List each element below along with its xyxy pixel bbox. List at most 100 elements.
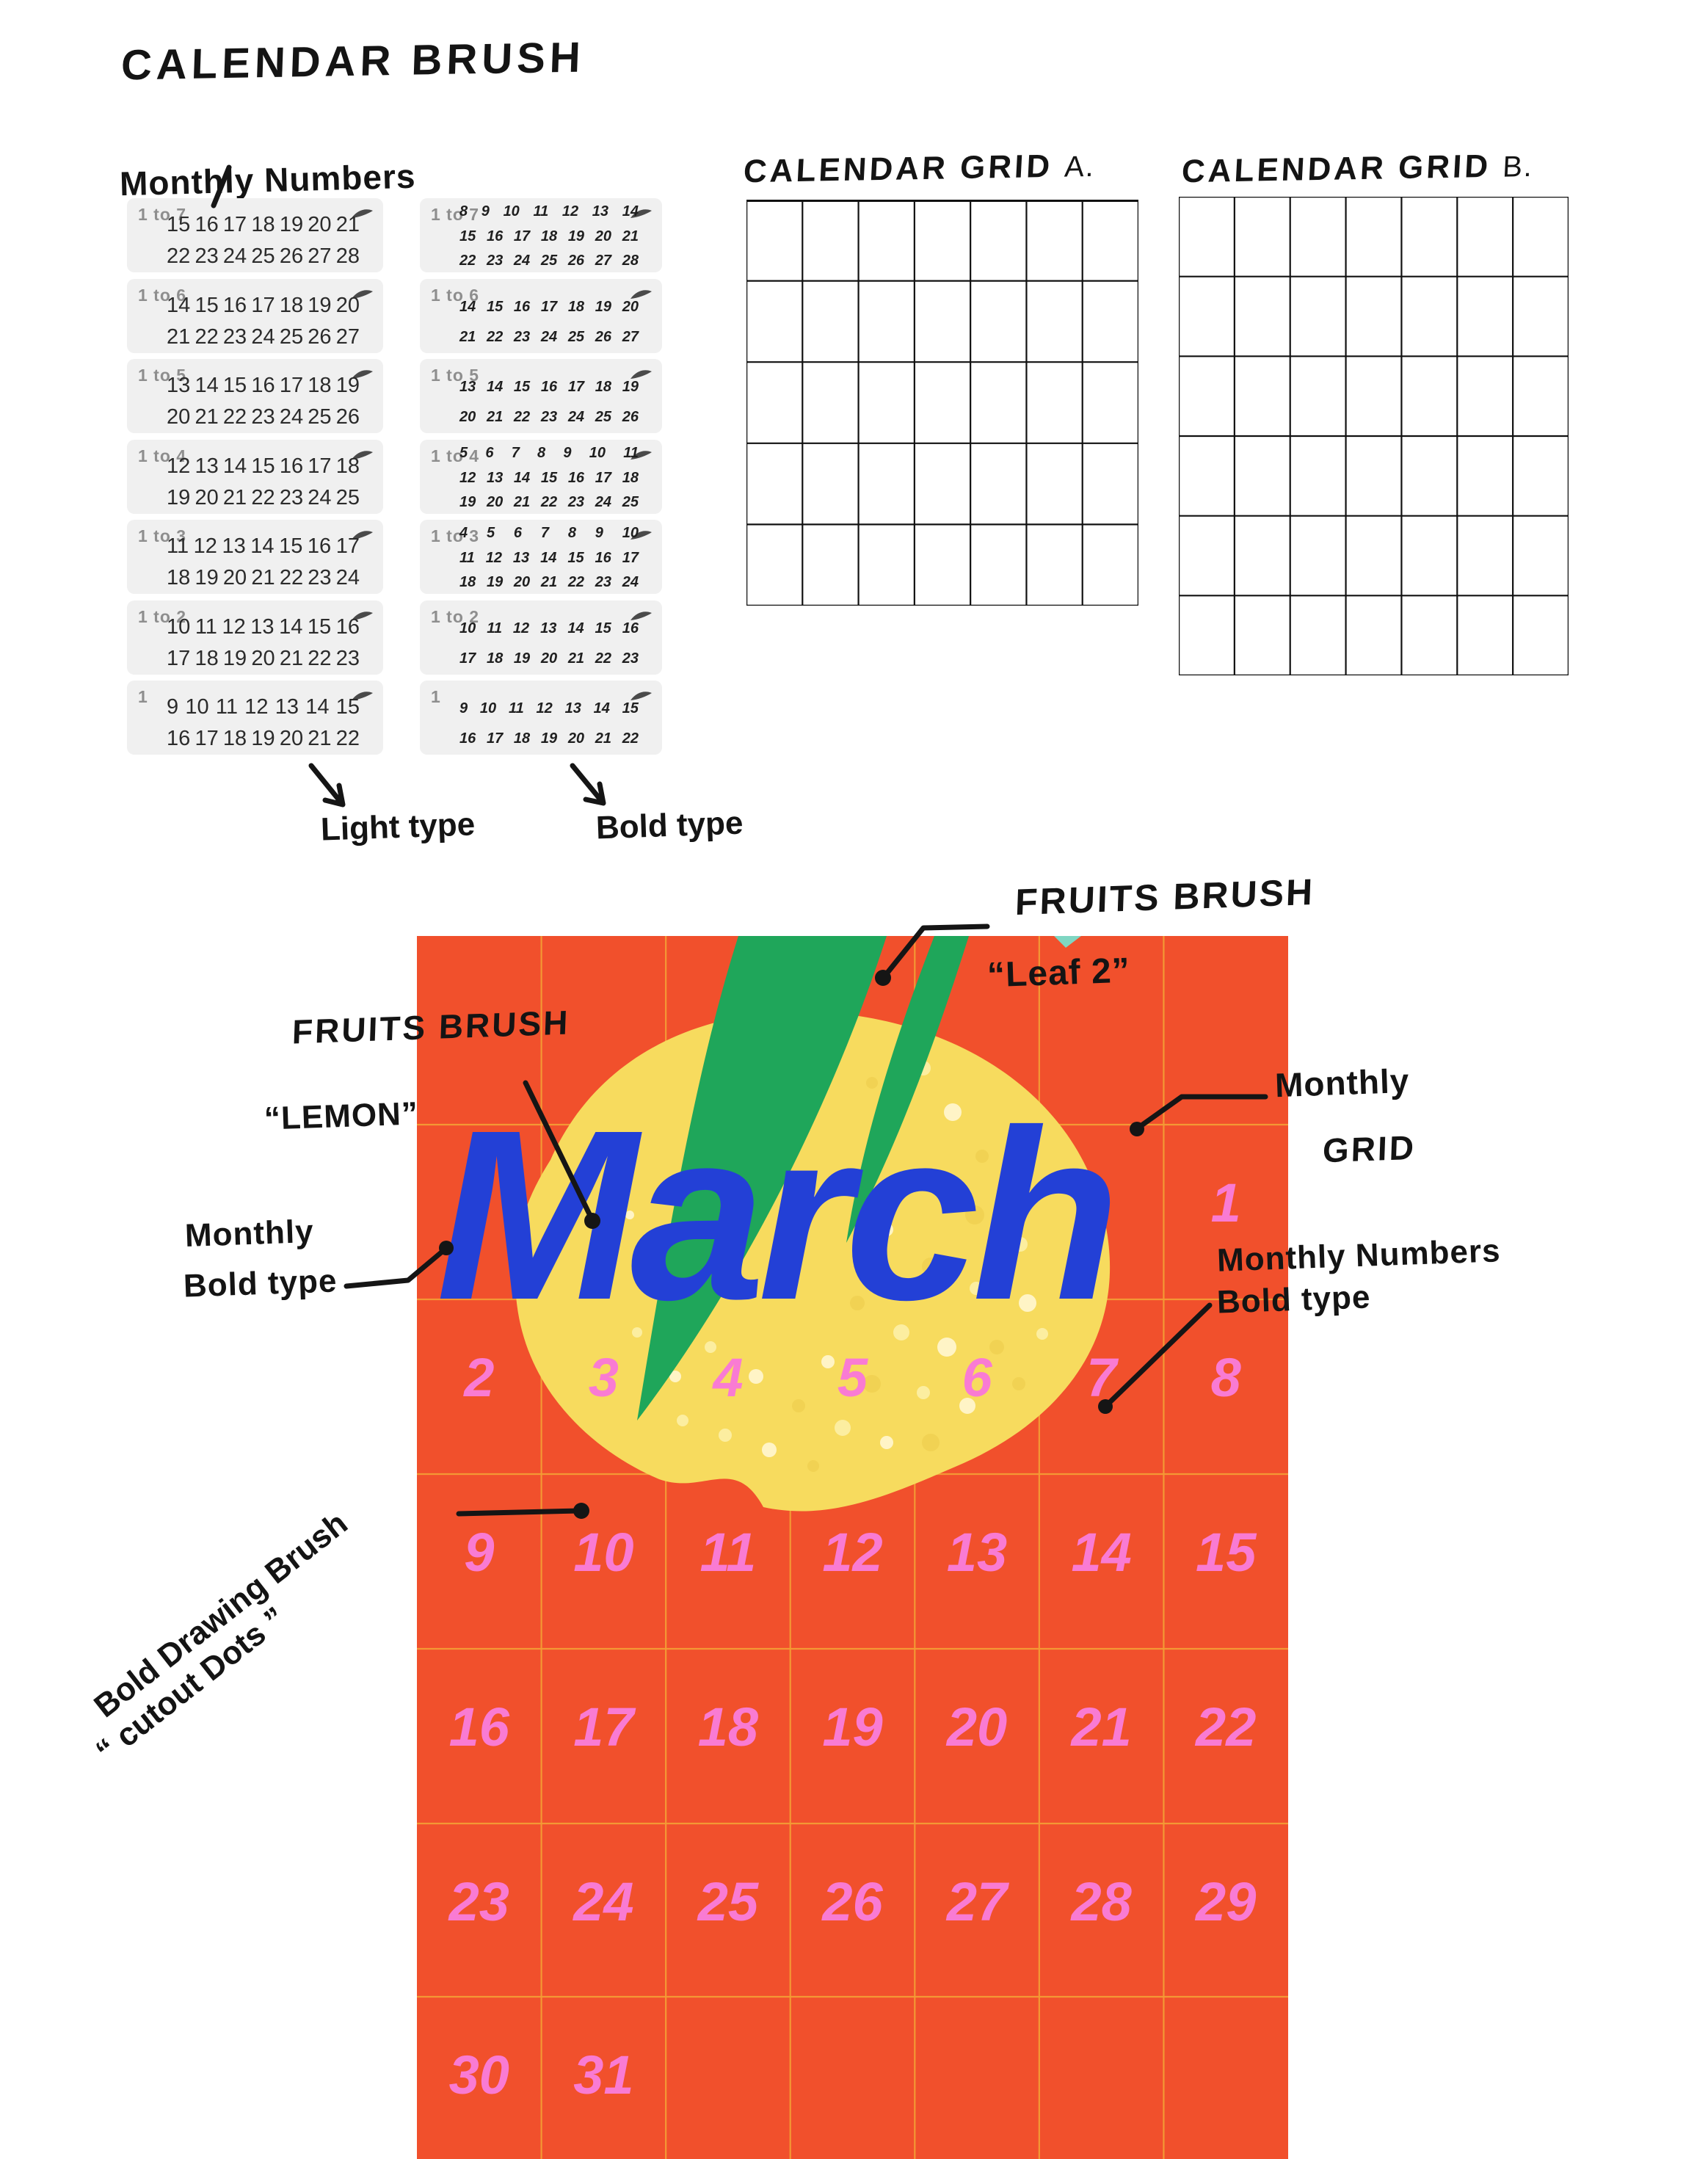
- panel-number: 24: [222, 244, 247, 268]
- panel-number: 17: [279, 374, 304, 397]
- brush-swoosh-icon: [630, 370, 652, 379]
- bold-number-panel[interactable]: 1 9 10 11 12 13 14 15 16 17 18 19 20 21 22: [420, 681, 662, 755]
- panel-number: 18: [195, 646, 219, 670]
- bold-number-panel[interactable]: 1 to 5 13 14 15 16 17 18 19 20 21 22 23 24 25 26: [420, 359, 662, 433]
- calendar-grid-b-title: CALENDAR GRID B.: [1181, 148, 1535, 190]
- panel-number: 13: [250, 614, 275, 639]
- panel-number: 18: [335, 454, 360, 478]
- cutout-dot: [850, 1296, 865, 1310]
- cutout-dot: [625, 1211, 634, 1219]
- day-number-15: 15: [1196, 1522, 1257, 1583]
- panel-number: 19: [167, 485, 191, 509]
- day-number-4: 4: [713, 1347, 744, 1408]
- day-number-20: 20: [946, 1697, 1008, 1757]
- panel-number: 14: [250, 534, 275, 558]
- panel-number: 14: [622, 203, 639, 219]
- light-number-panel[interactable]: 1 to 3 11 12 13 14 15 16 17 18 19 20 21 22 23 24: [127, 520, 383, 594]
- teal-notch: [1054, 936, 1081, 948]
- light-number-panel[interactable]: 1 to 6 14 15 16 17 18 19 20 21 22 23 24 25 26 27: [127, 278, 383, 353]
- panel-number: 21: [567, 650, 585, 667]
- panel-number: 20: [335, 293, 360, 317]
- panel-number: 23: [567, 493, 585, 510]
- panel-number: 25: [308, 405, 332, 429]
- panel-number-row: 18 19 20 21 22 23 24: [167, 566, 360, 590]
- bold-number-panel[interactable]: 1 to 7 8 9 10 11 12 13 14 15 16 17 18 19 20 21 22 23 24 25…: [420, 198, 662, 272]
- day-number-12: 12: [822, 1522, 883, 1583]
- panel-number-row: 10 11 12 13 14 15 16: [167, 615, 360, 639]
- panel-number: 10: [167, 614, 191, 639]
- panel-number: 21: [222, 485, 247, 509]
- panel-number-row: 4 5 6 7 8 9 10: [459, 525, 639, 542]
- panel-number: 16: [486, 228, 504, 244]
- panel-number: 10: [589, 444, 606, 461]
- panel-range-label: 1 to 2: [138, 606, 187, 626]
- panel-number: 11: [623, 444, 639, 461]
- panel-number: 19: [567, 228, 585, 244]
- panel-number: 15: [335, 695, 360, 719]
- brush-swoosh-icon: [352, 531, 373, 540]
- panel-number: 19: [222, 646, 247, 670]
- panel-number: 25: [540, 253, 558, 269]
- calendar-grid-b-title-text: CALENDAR GRID: [1180, 148, 1492, 190]
- light-number-panel[interactable]: 1 to 2 10 11 12 13 14 15 16 17 18 19 20 21 22 23: [127, 600, 383, 675]
- panel-number-row: 20 21 22 23 24 25 26: [167, 405, 360, 429]
- day-number-28: 28: [1071, 1871, 1132, 1932]
- panel-number: 16: [567, 469, 585, 486]
- panel-number-row: 11 12 13 14 15 16 17: [167, 534, 360, 559]
- panel-range-label: 1 to 2: [431, 606, 480, 626]
- light-number-panel[interactable]: 1 to 5 13 14 15 16 17 18 19 20 21 22 23 24 25 26: [127, 359, 383, 433]
- cutout-dot: [975, 1150, 989, 1163]
- panel-number: 22: [195, 324, 219, 349]
- panel-number: 9: [563, 444, 572, 461]
- panel-number: 23: [540, 409, 558, 425]
- panel-number: 13: [167, 374, 191, 397]
- panel-number: 24: [308, 485, 332, 509]
- panel-number: 15: [167, 213, 191, 236]
- brush-swoosh-icon: [352, 692, 373, 700]
- cutout-dots-note-line2: “ cutout Dots ”: [89, 1600, 293, 1770]
- panel-number-row: 8 9 10 11 12 13 14: [459, 203, 639, 220]
- panel-number: 19: [195, 566, 219, 589]
- bold-number-panel[interactable]: 1 to 3 4 5 6 7 8 9 10 11 12 13 14 15 16 17 18 19 20 21 22 23…: [420, 520, 662, 594]
- panel-number: 15: [279, 534, 303, 558]
- panel-number-row: 19 20 21 22 23 24 25: [167, 486, 360, 510]
- panel-number: 19: [279, 213, 304, 236]
- bold-number-panel[interactable]: 1 to 6 14 15 16 17 18 19 20 21 22 23 24 25 26 27: [420, 278, 662, 353]
- calendar-grid-b-suffix: B.: [1502, 150, 1535, 184]
- panel-number: 16: [540, 379, 558, 395]
- panel-number: 16: [513, 298, 531, 315]
- bold-number-panel[interactable]: 1 to 4 5 6 7 8 9 10 11 12 13 14 15 16 17 18 19 20 21 22 23 2…: [420, 439, 662, 514]
- cutout-dot: [749, 1369, 763, 1384]
- light-type-caption: Light type: [320, 806, 476, 848]
- cutout-dot: [835, 1420, 851, 1436]
- light-number-panel[interactable]: 1 to 7 15 16 17 18 19 20 21 22 23 24 25 26 27 28: [127, 198, 383, 272]
- monthly-bold-note-line2: Bold type: [183, 1263, 338, 1305]
- light-number-panel[interactable]: 1 to 4 12 13 14 15 16 17 18 19 20 21 22 23 24 25: [127, 439, 383, 514]
- panel-number: 23: [279, 485, 304, 509]
- panel-number: 22: [251, 485, 275, 509]
- panel-number: 24: [595, 493, 612, 510]
- panel-number: 22: [308, 646, 332, 670]
- panel-number-row: 21 22 23 24 25 26 27: [459, 329, 639, 346]
- panel-number-row: 21 22 23 24 25 26 27: [167, 325, 360, 349]
- panel-range-label: 1 to 5: [431, 366, 480, 385]
- bold-number-panel[interactable]: 1 to 2 10 11 12 13 14 15 16 17 18 19 20 21 22 23: [420, 600, 662, 675]
- light-number-panel[interactable]: 1 9 10 11 12 13 14 15 16 17 18 19 20 21 22: [127, 681, 383, 755]
- day-number-27: 27: [946, 1871, 1008, 1932]
- panel-number: 19: [308, 293, 332, 317]
- panel-range-label: 1 to 6: [431, 285, 480, 305]
- panel-number: 14: [486, 379, 504, 395]
- panel-number-row: 9 10 11 12 13 14 15: [459, 700, 639, 717]
- cutout-dot: [937, 1338, 956, 1357]
- panel-number: 24: [335, 566, 360, 589]
- panel-number: 5: [459, 444, 468, 461]
- panel-number: 14: [195, 374, 219, 397]
- panel-number: 16: [622, 620, 639, 636]
- panel-number: 11: [215, 695, 238, 719]
- panel-number: 17: [222, 213, 247, 236]
- bold-type-arrow: [570, 763, 606, 806]
- panel-number: 27: [335, 324, 360, 349]
- day-number-5: 5: [837, 1347, 868, 1408]
- panel-number-row: 15 16 17 18 19 20 21: [167, 213, 360, 237]
- panel-number: 23: [513, 328, 531, 345]
